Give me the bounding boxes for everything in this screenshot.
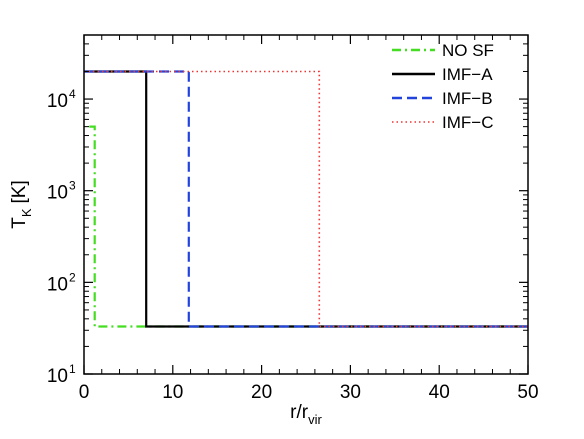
legend-label: NO SF bbox=[442, 41, 494, 60]
y-tick-exponent: 2 bbox=[69, 270, 76, 284]
x-tick-label: 20 bbox=[251, 382, 272, 403]
x-axis-label-sub: vir bbox=[308, 412, 322, 427]
legend-label: IMF−C bbox=[442, 113, 493, 132]
series-line-3 bbox=[84, 70, 528, 328]
series-line-1 bbox=[84, 70, 528, 328]
y-tick-label: 10 bbox=[47, 274, 68, 295]
legend-label: IMF−B bbox=[442, 89, 493, 108]
x-tick-label: 50 bbox=[517, 382, 538, 403]
ticks-layer bbox=[83, 34, 529, 375]
x-tick-label: 0 bbox=[79, 382, 90, 403]
series-layer bbox=[84, 70, 528, 328]
legend-label: IMF−A bbox=[442, 65, 493, 84]
y-tick-label: 10 bbox=[47, 183, 68, 204]
legend: NO SF IMF−A IMF−B IMF−C bbox=[392, 41, 494, 132]
x-tick-label: 10 bbox=[162, 382, 183, 403]
y-axis-label-sub: K bbox=[19, 208, 34, 217]
x-tick-label: 40 bbox=[429, 382, 450, 403]
y-tick-exponent: 4 bbox=[69, 87, 76, 101]
y-tick-label: 10 bbox=[47, 366, 68, 387]
y-tick-exponent: 1 bbox=[69, 362, 76, 376]
y-tick-label: 10 bbox=[47, 91, 68, 112]
series-line-2 bbox=[84, 70, 528, 328]
y-axis-label-main: T bbox=[9, 217, 30, 229]
y-axis-label-unit: [K] bbox=[9, 180, 30, 203]
plot-frame bbox=[83, 34, 529, 375]
y-axis-label: TK [K] bbox=[9, 180, 34, 229]
x-axis-label: r/rvir bbox=[290, 402, 322, 427]
axis-titles: r/rvir TK [K] bbox=[9, 180, 322, 427]
y-tick-exponent: 3 bbox=[69, 179, 76, 193]
series-line-0 bbox=[89, 125, 528, 328]
x-tick-label: 30 bbox=[340, 382, 361, 403]
x-axis-label-main: r/r bbox=[290, 402, 309, 423]
